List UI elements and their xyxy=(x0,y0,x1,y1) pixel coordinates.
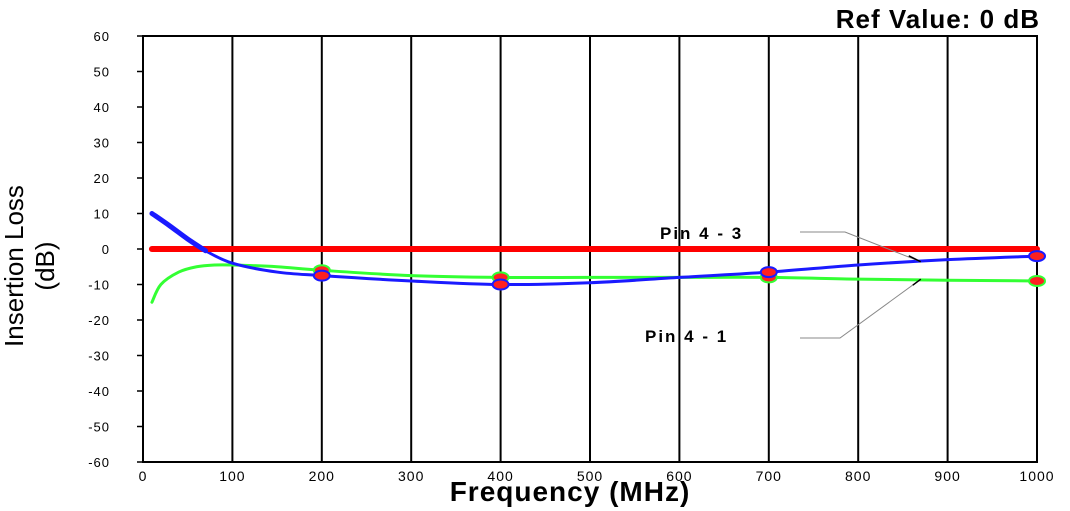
x-tick-label: 500 xyxy=(577,468,603,484)
arrow-pin-4-3 xyxy=(908,255,922,263)
data-point-marker xyxy=(1028,274,1046,287)
x-tick-label: 400 xyxy=(487,468,513,484)
y-tick-label: 40 xyxy=(94,100,110,115)
y-tick-label: -60 xyxy=(88,455,110,470)
y-tick-label: 0 xyxy=(102,242,110,257)
x-axis-label: Frequency (MHz) xyxy=(449,476,691,507)
y-tick-label: -30 xyxy=(88,349,110,364)
x-tick-label: 300 xyxy=(398,468,424,484)
x-tick-label: 800 xyxy=(845,468,871,484)
y-tick-label: 20 xyxy=(94,171,110,186)
data-point-marker xyxy=(1028,250,1046,263)
y-tick-label: 10 xyxy=(94,207,110,222)
annotation-pin-4-3: Pin 4 - 3 xyxy=(660,224,743,243)
x-tick-label: 700 xyxy=(756,468,782,484)
annotation-pin-4-1: Pin 4 - 1 xyxy=(645,327,728,346)
y-tick-label: -40 xyxy=(88,384,110,399)
y-tick-label: -20 xyxy=(88,313,110,328)
x-tick-label: 1000 xyxy=(1019,468,1054,484)
x-tick-label: 200 xyxy=(309,468,335,484)
y-tick-label: 50 xyxy=(94,65,110,80)
data-point-marker xyxy=(491,278,510,291)
series-line-pin-4-1 xyxy=(150,263,1039,304)
series-line-pin-4-3-start xyxy=(149,211,209,254)
data-point-marker xyxy=(759,266,778,279)
leader-line-pin-4-3 xyxy=(800,231,921,263)
arrow-pin-4-1 xyxy=(912,278,922,286)
x-tick-label: 900 xyxy=(934,468,960,484)
x-tick-label: 100 xyxy=(219,468,245,484)
chart-title: Ref Value: 0 dB xyxy=(835,4,1040,34)
y-tick-label: 30 xyxy=(94,136,110,151)
x-tick-label: 600 xyxy=(666,468,692,484)
leader-line-pin-4-1 xyxy=(800,278,922,339)
y-tick-label: 60 xyxy=(94,29,110,44)
y-tick-label: -10 xyxy=(88,278,110,293)
y-tick-label: -50 xyxy=(88,420,110,435)
data-point-marker xyxy=(312,269,331,282)
x-tick-label: 0 xyxy=(139,468,148,484)
